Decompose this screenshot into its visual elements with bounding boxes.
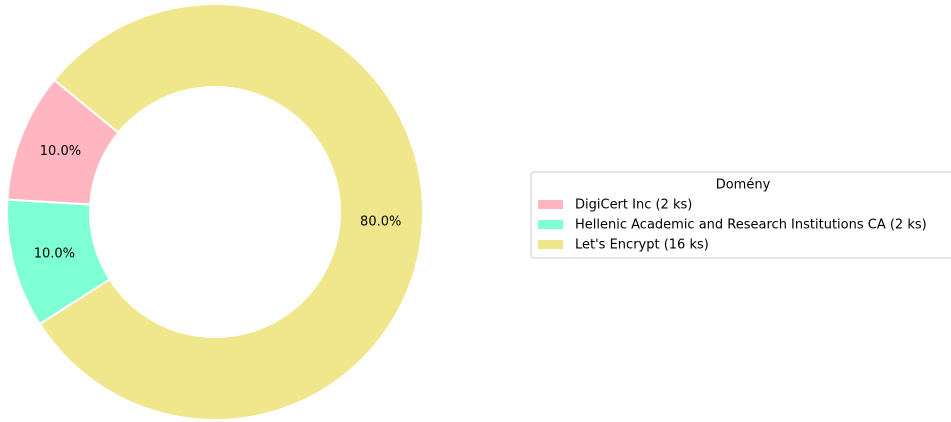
legend: Domény DigiCert Inc (2 ks) Hellenic Acade… xyxy=(530,171,951,259)
slice-label: 10.0% xyxy=(40,144,81,159)
slice-label: 80.0% xyxy=(360,214,401,229)
legend-label: Let's Encrypt (16 ks) xyxy=(575,238,709,253)
slice xyxy=(38,3,424,421)
legend-title: Domény xyxy=(716,178,771,193)
legend-label: DigiCert Inc (2 ks) xyxy=(575,198,692,213)
donut: 10.0% 10.0% 80.0% xyxy=(6,3,424,421)
legend-swatch xyxy=(538,220,563,229)
legend-box xyxy=(530,171,951,259)
legend-label: Hellenic Academic and Research Instituti… xyxy=(575,218,927,233)
legend-swatch xyxy=(538,200,563,209)
slice-label: 10.0% xyxy=(34,246,75,261)
legend-swatch xyxy=(538,240,563,249)
